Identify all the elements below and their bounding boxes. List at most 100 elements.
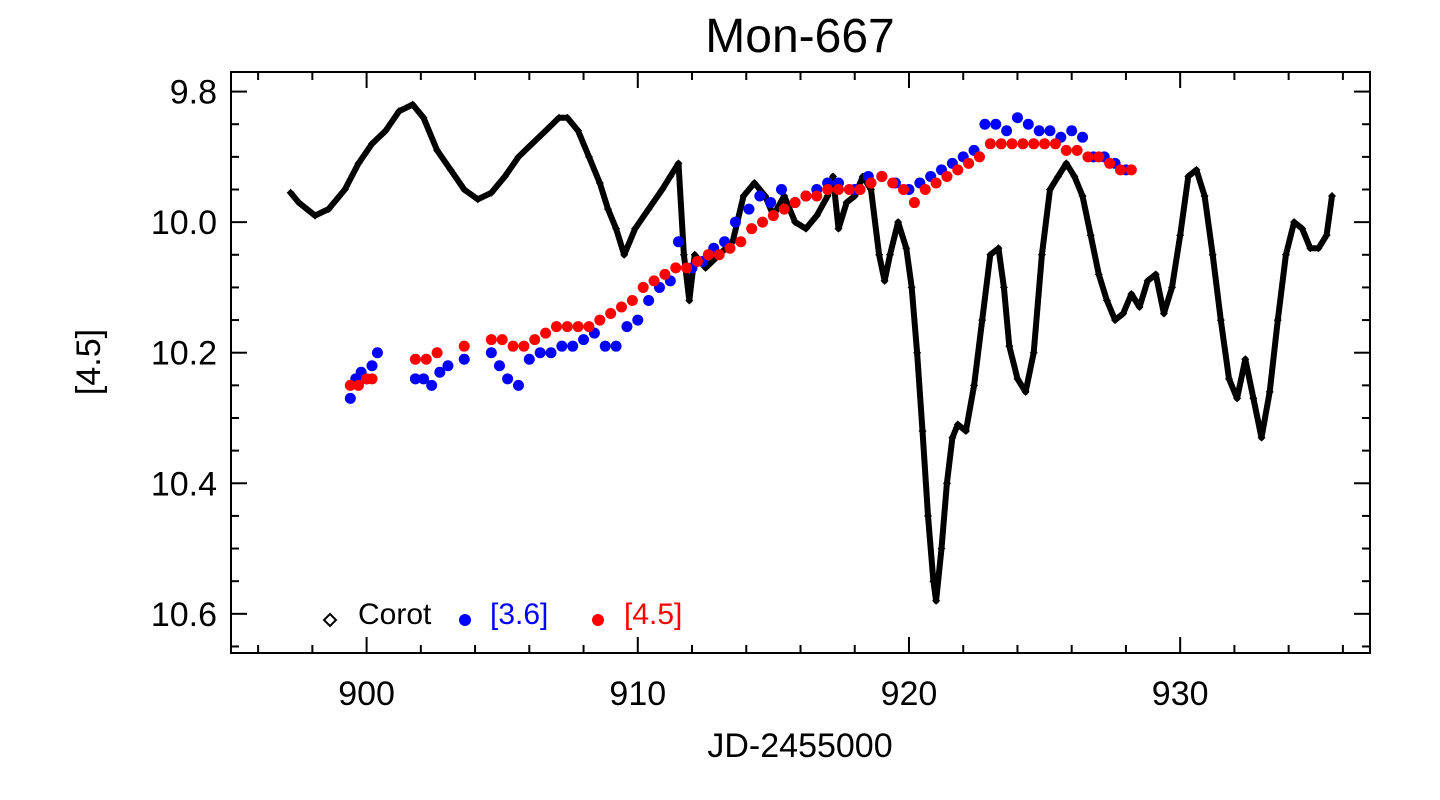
axis-ticks — [231, 72, 1370, 653]
corot-point — [354, 159, 363, 168]
corot-point — [1127, 289, 1136, 298]
corot-point — [739, 192, 748, 201]
data-point — [594, 314, 606, 326]
corot-point — [368, 139, 377, 148]
data-point — [583, 321, 595, 333]
data-point — [990, 118, 1002, 130]
corot-point — [658, 185, 667, 194]
data-point — [534, 347, 546, 359]
data-point — [865, 177, 877, 189]
corot-point — [1021, 387, 1030, 396]
x-tick-labels: 900 910 920 930 — [338, 675, 1208, 713]
corot-point — [685, 296, 694, 305]
corot-point — [875, 250, 884, 259]
corot-point — [395, 107, 404, 116]
corot-point — [1119, 309, 1128, 318]
data-point — [743, 203, 755, 215]
corot-point — [923, 511, 932, 520]
data-point — [702, 249, 714, 261]
data-point — [765, 197, 777, 209]
corot-point — [1257, 433, 1266, 442]
data-point — [746, 223, 758, 235]
corot-point — [1241, 355, 1250, 364]
data-point — [754, 190, 766, 202]
corot-point — [1176, 231, 1185, 240]
corot-point — [880, 276, 889, 285]
corot-point — [1273, 316, 1282, 325]
corot-point — [541, 126, 550, 135]
data-point — [729, 216, 741, 228]
corot-point — [500, 172, 509, 181]
data-point — [681, 262, 693, 274]
corot-point — [986, 250, 995, 259]
data-point — [778, 203, 790, 215]
corot-point — [750, 178, 759, 187]
corot-point — [948, 433, 957, 442]
corot-point — [1208, 250, 1217, 259]
corot-point — [929, 577, 938, 586]
data-point — [659, 268, 671, 280]
data-point — [963, 157, 975, 169]
corot-point — [419, 113, 428, 122]
corot-point — [902, 244, 911, 253]
data-point — [366, 360, 378, 372]
corot-point — [674, 159, 683, 168]
data-point — [713, 249, 725, 261]
corot-point — [324, 205, 333, 214]
y-axis-label: [4.5] — [70, 329, 108, 395]
corot-point — [603, 205, 612, 214]
corot-point — [460, 185, 469, 194]
data-point — [507, 340, 519, 352]
legend-label-3-6: [3.6] — [490, 598, 548, 631]
data-point — [643, 294, 655, 306]
data-point — [919, 184, 931, 196]
data-point — [420, 353, 432, 365]
data-point — [648, 275, 660, 287]
data-point — [930, 177, 942, 189]
data-point — [724, 242, 736, 254]
data-point — [876, 170, 888, 182]
data-point — [616, 301, 628, 313]
data-point — [1044, 125, 1056, 137]
data-point — [1104, 157, 1116, 169]
corot-point — [999, 283, 1008, 292]
corot-point — [894, 218, 903, 227]
data-point — [1022, 118, 1034, 130]
corot-point — [294, 198, 303, 207]
y-tick-label: 10.6 — [151, 596, 217, 634]
corot-point — [1070, 172, 1079, 181]
y-tick-label: 10.4 — [151, 465, 217, 503]
data-point — [832, 184, 844, 196]
data-point — [672, 236, 684, 248]
data-point — [995, 138, 1007, 150]
corot-point — [1265, 387, 1274, 396]
corot-point — [381, 126, 390, 135]
corot-point — [563, 113, 572, 122]
corot-point — [1102, 296, 1111, 305]
corot-point — [1224, 374, 1233, 383]
data-point — [1001, 125, 1013, 137]
corot-point — [801, 224, 810, 233]
corot-point — [978, 316, 987, 325]
corot-point — [1151, 270, 1160, 279]
corot-point — [340, 185, 349, 194]
legend-marker-corot — [322, 612, 338, 628]
corot-point — [1111, 316, 1120, 325]
corot-point — [907, 283, 916, 292]
corot-point — [644, 205, 653, 214]
data-point — [757, 216, 769, 228]
x-tick-label: 920 — [881, 675, 938, 713]
corot-point — [679, 250, 688, 259]
corot-point — [473, 195, 482, 204]
data-point — [908, 197, 920, 209]
data-point — [458, 340, 470, 352]
corot-point — [595, 178, 604, 187]
data-series — [286, 100, 1337, 605]
data-point — [1077, 131, 1089, 143]
x-tick-label: 900 — [338, 675, 395, 713]
data-point — [426, 379, 438, 391]
corot-light-curve — [288, 101, 1335, 604]
plot-frame — [230, 71, 1371, 654]
corot-point — [885, 250, 894, 259]
